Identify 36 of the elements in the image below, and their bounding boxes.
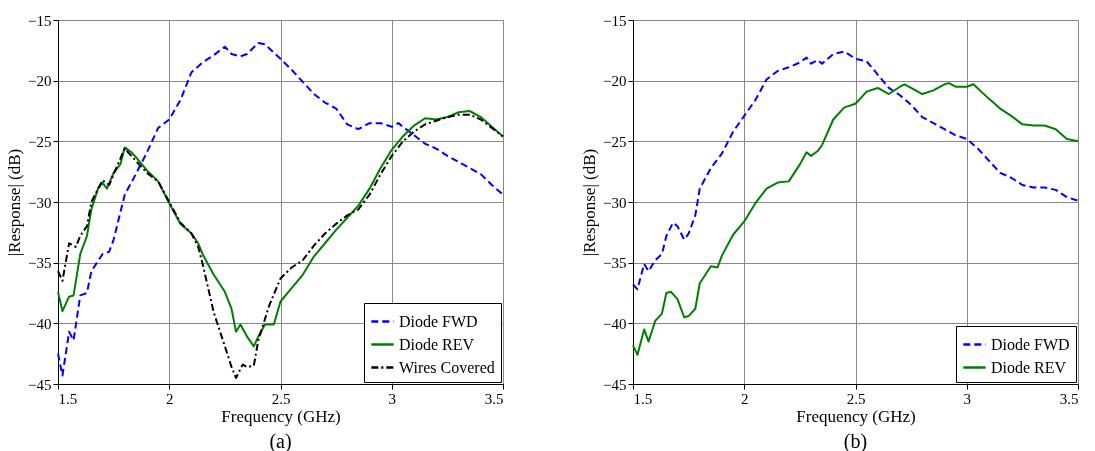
y-tick-label: −45 [603,376,627,393]
x-tick-label: 3 [963,390,971,407]
y-tick-label: −15 [28,12,52,29]
x-axis-title: Frequency (GHz) [221,406,341,426]
x-tick-label: 1.5 [633,390,653,407]
y-tick-label: −30 [603,194,627,211]
line-series [57,42,504,377]
x-tick-label: 1.5 [58,390,78,407]
y-tick-label: −45 [28,376,52,393]
x-tick-label: 3 [388,390,396,407]
x-tick-label: 2.5 [271,390,291,407]
x-tick-label: 2 [741,390,749,407]
y-tick-label: −30 [28,194,52,211]
y-tick-label: −25 [28,133,52,150]
y-tick-label: −35 [603,255,627,272]
x-tick-label: 3.5 [1059,390,1079,407]
legend-label: Wires Covered [399,358,495,376]
x-tick-label: 3.5 [484,390,504,407]
legend-label: Diode REV [399,335,475,353]
legend-label: Diode REV [991,358,1067,376]
y-tick-label: −20 [28,73,52,90]
y-tick-label: −40 [603,315,627,332]
y-axis-title: |Response| (dB) [580,148,600,257]
x-tick-label: 2.5 [846,390,866,407]
legend-label: Diode FWD [399,312,478,330]
y-tick-label: −40 [28,315,52,332]
line-series [632,82,1079,356]
x-tick-label: 2 [166,390,174,407]
y-axis-title: |Response| (dB) [5,148,25,257]
x-axis-title: Frequency (GHz) [796,406,916,426]
y-tick-label: −15 [603,12,627,29]
line-series [632,50,1079,291]
y-tick-label: −35 [28,255,52,272]
legend-label: Diode FWD [991,335,1070,353]
y-tick-label: −20 [603,73,627,90]
y-tick-label: −25 [603,133,627,150]
